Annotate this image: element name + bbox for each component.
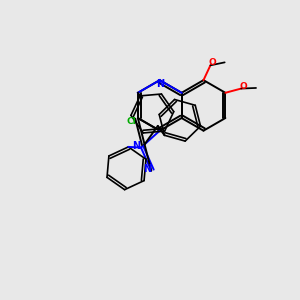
- Text: Cl: Cl: [126, 117, 136, 126]
- Text: N: N: [144, 164, 152, 174]
- Text: N: N: [132, 141, 141, 151]
- Text: N: N: [156, 79, 164, 89]
- Text: O: O: [239, 82, 247, 91]
- Text: O: O: [208, 58, 216, 67]
